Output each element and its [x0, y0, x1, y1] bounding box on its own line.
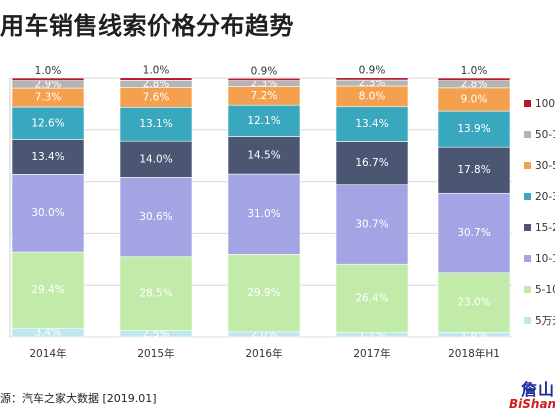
data-label: 30.6%: [139, 211, 172, 223]
legend-swatch: [524, 224, 531, 231]
x-tick-label: 2014年: [29, 347, 66, 360]
bar-segment: [11, 106, 85, 140]
bar-segment: [335, 263, 409, 333]
data-label: 26.4%: [355, 292, 388, 304]
logo-cn: 詹山: [521, 380, 555, 399]
data-label: 31.0%: [247, 208, 280, 220]
data-label: 30.7%: [457, 227, 490, 239]
bar-segment: [11, 174, 85, 253]
data-label: 12.6%: [31, 117, 64, 129]
bar-segment: [119, 177, 193, 258]
x-tick-label: 2018年H1: [448, 347, 500, 360]
legend-swatch: [524, 131, 531, 138]
bar-segment: [335, 141, 409, 186]
logo-en: BiShan: [509, 397, 555, 411]
bar-segment: [335, 106, 409, 142]
legend-swatch: [524, 162, 531, 169]
legend-swatch: [524, 317, 531, 324]
data-label: 7.2%: [251, 90, 278, 102]
data-label: 30.0%: [31, 207, 64, 219]
source-note: 源：汽车之家大数据 [2019.01]: [0, 392, 157, 405]
data-label: 29.9%: [247, 287, 280, 299]
data-label: 8.0%: [359, 90, 386, 102]
data-label: 1.0%: [143, 65, 170, 77]
data-label: 29.4%: [31, 284, 64, 296]
bar-segment: [437, 192, 511, 274]
legend-label: 50-10: [535, 129, 555, 141]
data-label: 0.9%: [251, 65, 278, 77]
data-label: 2.9%: [35, 78, 62, 90]
x-tick-label: 2017年: [353, 347, 390, 360]
legend-swatch: [524, 286, 531, 293]
legend-label: 15-20: [535, 222, 555, 234]
data-label: 3.4%: [35, 327, 62, 339]
data-label: 1.0%: [461, 65, 488, 77]
data-label: 14.5%: [247, 149, 280, 161]
bar-segment: [11, 251, 85, 329]
bar-segment: [437, 77, 511, 81]
data-label: 13.4%: [355, 118, 388, 130]
legend-label: 30-50: [535, 160, 555, 172]
legend-swatch: [524, 100, 531, 107]
x-tick-label: 2016年: [245, 347, 282, 360]
data-label: 2.8%: [461, 78, 488, 90]
data-label: 2.8%: [143, 78, 170, 90]
data-label: 13.9%: [457, 123, 490, 135]
bar-segment: [11, 139, 85, 175]
bar-segment: [437, 272, 511, 333]
data-label: 13.1%: [139, 118, 172, 130]
data-label: 7.6%: [143, 91, 170, 103]
data-label: 7.3%: [35, 92, 62, 104]
bar-segment: [335, 184, 409, 265]
data-label: 17.8%: [457, 164, 490, 176]
legend-swatch: [524, 193, 531, 200]
data-label: 0.9%: [359, 65, 386, 77]
legend-label: 10-15: [535, 253, 555, 265]
data-label: 16.7%: [355, 157, 388, 169]
bar-segment: [119, 140, 193, 178]
bar-segment: [227, 136, 301, 175]
legend-label: 5-10万: [535, 284, 555, 296]
bar-segment: [227, 77, 301, 81]
page-title: 用车销售线索价格分布趋势: [0, 12, 294, 40]
x-tick-label: 2015年: [137, 347, 174, 360]
data-label: 30.7%: [355, 218, 388, 230]
data-label: 1.0%: [35, 65, 62, 77]
data-label: 23.0%: [457, 297, 490, 309]
bar-segment: [119, 256, 193, 331]
bar-segment: [119, 106, 193, 142]
data-label: 28.5%: [139, 288, 172, 300]
bar-segment: [119, 77, 193, 81]
data-label: 13.4%: [31, 151, 64, 163]
legend-label: 100万: [535, 98, 555, 110]
legend-swatch: [524, 255, 531, 262]
bar-segment: [437, 110, 511, 148]
data-label: 12.1%: [247, 115, 280, 127]
data-label: 14.0%: [139, 153, 172, 165]
legend-label: 5万元: [535, 315, 555, 327]
data-label: 9.0%: [461, 93, 488, 105]
bar-segment: [335, 77, 409, 81]
bar-segment: [11, 77, 85, 81]
bar-segment: [227, 254, 301, 333]
bar-segment: [227, 173, 301, 255]
legend-label: 20-30: [535, 191, 555, 203]
